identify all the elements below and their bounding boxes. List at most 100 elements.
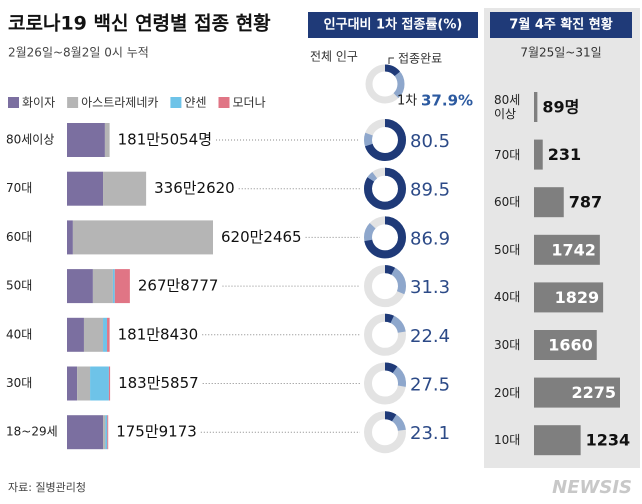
bar [534,282,604,313]
bar-segment [67,317,84,352]
category-label: 60대 [494,195,521,210]
bar-segment [108,366,111,401]
population-label: 전체 인구 [310,50,358,64]
bar-segment [67,366,78,401]
category-label: 50대 [6,279,32,293]
category-text: 10대 [494,433,521,448]
bar [534,377,620,408]
header-box [490,12,632,38]
category-label: 50대 [494,242,521,257]
category-label: 20대 [494,385,521,400]
category-label: 40대 [494,290,521,305]
category-label: 30대 [6,376,32,390]
bar-segment [114,269,130,304]
first-dose-value: 31.3 [410,277,450,298]
bar-segment [112,269,115,304]
bar-segment [103,415,106,450]
value-label: 231 [548,145,581,164]
total-label: 181만8430 [118,325,199,343]
total-label: 267만8777 [138,277,219,295]
value-label: 2275 [571,383,616,402]
category-text: 20대 [494,385,521,400]
total-label: 181만5054명 [118,131,212,149]
donut-completed [364,216,406,259]
category-label: 10대 [494,433,521,448]
total-label: 336만2620 [154,179,235,197]
legend-label: 아스트라제네카 [81,96,158,110]
bar-segment [107,317,110,352]
bar-segment [77,366,91,401]
bar [534,234,600,265]
total-label: 175만9173 [116,423,197,441]
bar [534,330,597,360]
bar-segment [83,317,104,352]
bar-segment [67,171,104,206]
bar-segment [92,269,113,304]
bar-segment [105,415,108,450]
category-text: 60대 [494,195,521,210]
bar-segment [90,366,109,401]
example-value: 37.9% [421,92,473,110]
category-text: 40대 [494,290,521,305]
category-label: 40대 [6,327,32,341]
donut-completed [365,64,405,104]
category-text: 50대 [494,242,521,257]
bar-segment [67,123,105,157]
first-dose-value: 22.4 [410,326,450,347]
category-label: 60대 [6,230,32,244]
donut-completed [364,265,406,308]
bar [534,139,543,170]
first-dose-value: 23.1 [410,423,450,444]
header: 인구대비 1차 접종률(%) [324,17,463,33]
donut-completed [364,119,406,161]
credit: NEWSIS [552,477,632,498]
bar-segment [67,269,93,304]
legend-swatch [218,97,230,108]
example-name: 1차 [397,94,417,109]
category-label: 80세이상 [6,133,54,147]
category-label: 80세 이상 [494,93,521,121]
value-label: 787 [569,193,602,212]
value-label: 1829 [555,288,600,307]
pointer [388,57,394,64]
value-label: 1234 [586,431,631,450]
bar-segment [72,220,213,255]
bar [534,92,538,122]
first-dose-value: 27.5 [410,375,450,396]
legend-swatch [170,97,182,108]
value-label: 89명 [542,98,579,117]
legend-swatch [8,97,19,108]
first-dose-value: 80.5 [410,131,450,152]
bar [534,187,564,218]
donut-completed [364,411,406,454]
header: 7월 4주 확진 현황 [509,17,612,33]
source: 자료: 질병관리청 [8,481,86,494]
donut-completed [364,362,406,405]
category-text: 80세 이상 [494,93,521,121]
bar-segment [107,415,109,450]
subtitle: 7월25일~31일 [520,46,601,60]
legend-swatch [67,97,79,108]
category-label: 30대 [494,338,521,352]
category-label: 70대 [494,147,521,162]
legend-label: 얀센 [184,96,206,110]
donut-completed [364,167,406,210]
category-text: 70대 [494,147,521,162]
header-box [308,12,478,38]
total-label: 620만2465 [221,228,302,246]
value-label: 1742 [551,240,596,259]
bar-segment [67,415,104,450]
first-dose-value: 89.5 [410,180,450,201]
category-label: 70대 [6,181,32,195]
donut-completed [364,313,406,356]
bar-segment [103,171,147,206]
bar-segment [104,123,110,157]
bar-segment [103,317,108,352]
first-dose-value: 86.9 [410,228,450,249]
category-text: 30대 [494,338,521,352]
value-label: 1660 [548,336,593,355]
legend-label: 모더나 [233,96,266,110]
bar [534,425,581,456]
